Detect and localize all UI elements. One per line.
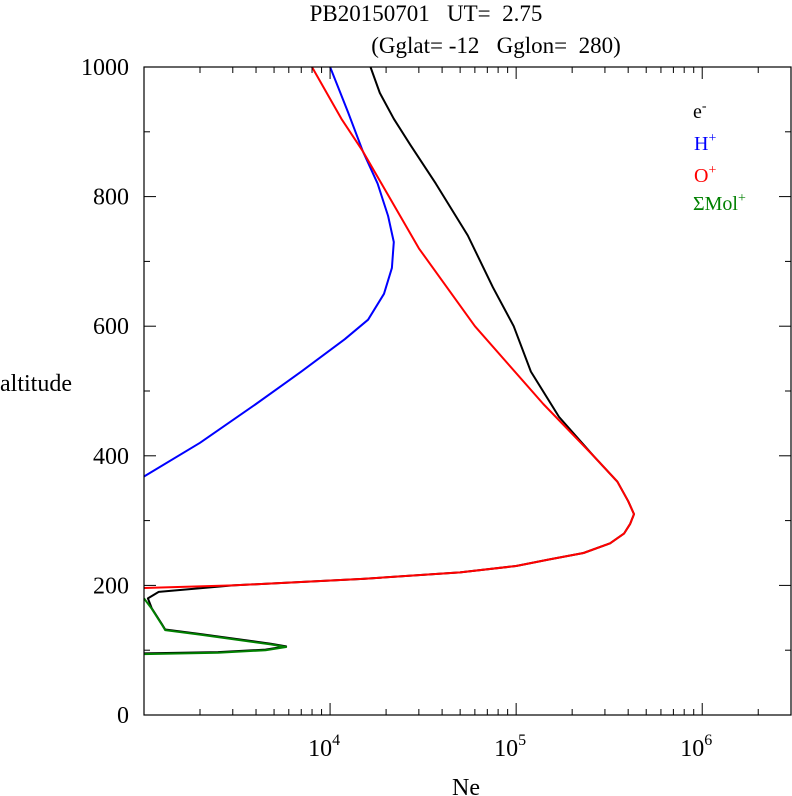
chart-subtitle: (Gglat= -12 Gglon= 280) (371, 33, 621, 58)
y-tick-label: 600 (93, 314, 129, 340)
legend-entry-1: H+ (694, 131, 716, 155)
legend: e- H+ O+ ΣMol+ (693, 99, 746, 215)
legend-entry-2: O+ (694, 163, 716, 187)
plot-area (143, 66, 635, 656)
x-tick-label: 105 (494, 732, 526, 762)
x-tick-label: 106 (680, 732, 712, 762)
y-tick-label: 1000 (81, 55, 129, 81)
x-axis-ticks: 104 105 106 (143, 67, 792, 762)
y-axis-ticks: 0 200 400 600 800 1000 (81, 55, 791, 729)
y-axis-label: altitude (0, 371, 72, 397)
x-tick-label: 104 (308, 732, 340, 762)
y-tick-label: 0 (117, 703, 129, 729)
y-tick-label: 400 (93, 444, 129, 470)
series-line-1 (143, 66, 395, 478)
x-axis-label: Ne (452, 775, 480, 796)
series-line-2 (143, 66, 635, 589)
legend-entry-0: e- (693, 99, 707, 123)
series-line-3 (143, 597, 288, 656)
y-tick-label: 800 (93, 185, 129, 211)
series-line-0 (143, 66, 635, 655)
legend-entry-3: ΣMol+ (693, 191, 746, 215)
y-tick-label: 200 (93, 573, 129, 599)
chart-title: PB20150701 UT= 2.75 (310, 1, 543, 26)
